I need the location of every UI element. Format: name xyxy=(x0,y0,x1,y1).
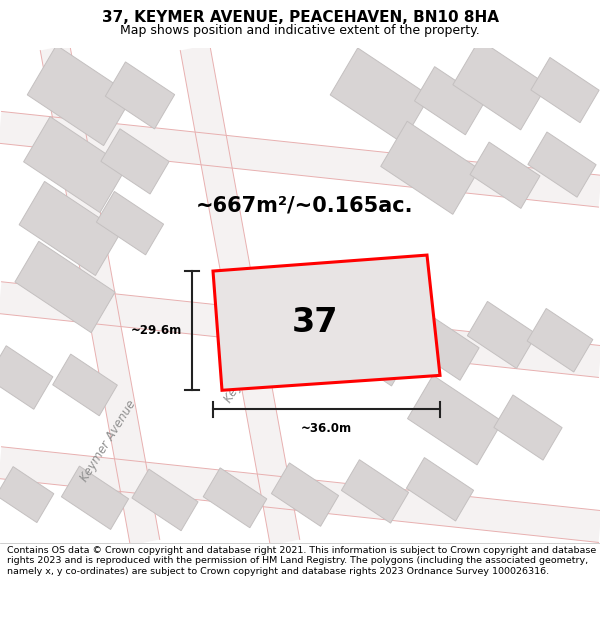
Polygon shape xyxy=(494,395,562,460)
Polygon shape xyxy=(528,132,596,198)
Text: ~29.6m: ~29.6m xyxy=(131,324,182,337)
Polygon shape xyxy=(415,67,485,135)
Text: Keymer Avenue: Keymer Avenue xyxy=(78,398,138,484)
Polygon shape xyxy=(203,468,267,528)
Text: 37, KEYMER AVENUE, PEACEHAVEN, BN10 8HA: 37, KEYMER AVENUE, PEACEHAVEN, BN10 8HA xyxy=(101,11,499,26)
Polygon shape xyxy=(0,467,54,522)
Polygon shape xyxy=(40,44,160,546)
Polygon shape xyxy=(322,294,418,386)
Polygon shape xyxy=(406,458,473,521)
Polygon shape xyxy=(97,191,164,255)
Polygon shape xyxy=(27,45,133,146)
Polygon shape xyxy=(0,447,600,542)
Polygon shape xyxy=(467,301,536,368)
Polygon shape xyxy=(106,62,175,129)
Polygon shape xyxy=(0,282,600,378)
Polygon shape xyxy=(61,466,128,529)
Polygon shape xyxy=(531,58,599,122)
Polygon shape xyxy=(411,315,479,380)
Text: ~36.0m: ~36.0m xyxy=(301,422,352,435)
Polygon shape xyxy=(271,463,338,526)
Polygon shape xyxy=(132,469,198,531)
Text: Keymer Avenue: Keymer Avenue xyxy=(222,319,282,404)
Text: ~667m²/~0.165ac.: ~667m²/~0.165ac. xyxy=(196,195,414,215)
Text: Contains OS data © Crown copyright and database right 2021. This information is : Contains OS data © Crown copyright and d… xyxy=(7,546,596,576)
Polygon shape xyxy=(213,255,440,390)
Polygon shape xyxy=(381,121,479,214)
Polygon shape xyxy=(407,375,502,465)
Text: 37: 37 xyxy=(292,306,339,339)
Polygon shape xyxy=(180,44,300,546)
Text: Map shows position and indicative extent of the property.: Map shows position and indicative extent… xyxy=(120,24,480,37)
Polygon shape xyxy=(0,346,53,409)
Polygon shape xyxy=(453,39,547,130)
Polygon shape xyxy=(15,241,115,332)
Polygon shape xyxy=(23,117,127,212)
Polygon shape xyxy=(330,48,430,143)
Polygon shape xyxy=(470,142,540,208)
Polygon shape xyxy=(527,309,593,372)
Polygon shape xyxy=(0,111,600,207)
Polygon shape xyxy=(341,460,409,523)
Polygon shape xyxy=(53,354,118,416)
Polygon shape xyxy=(101,129,169,194)
Polygon shape xyxy=(19,181,121,276)
